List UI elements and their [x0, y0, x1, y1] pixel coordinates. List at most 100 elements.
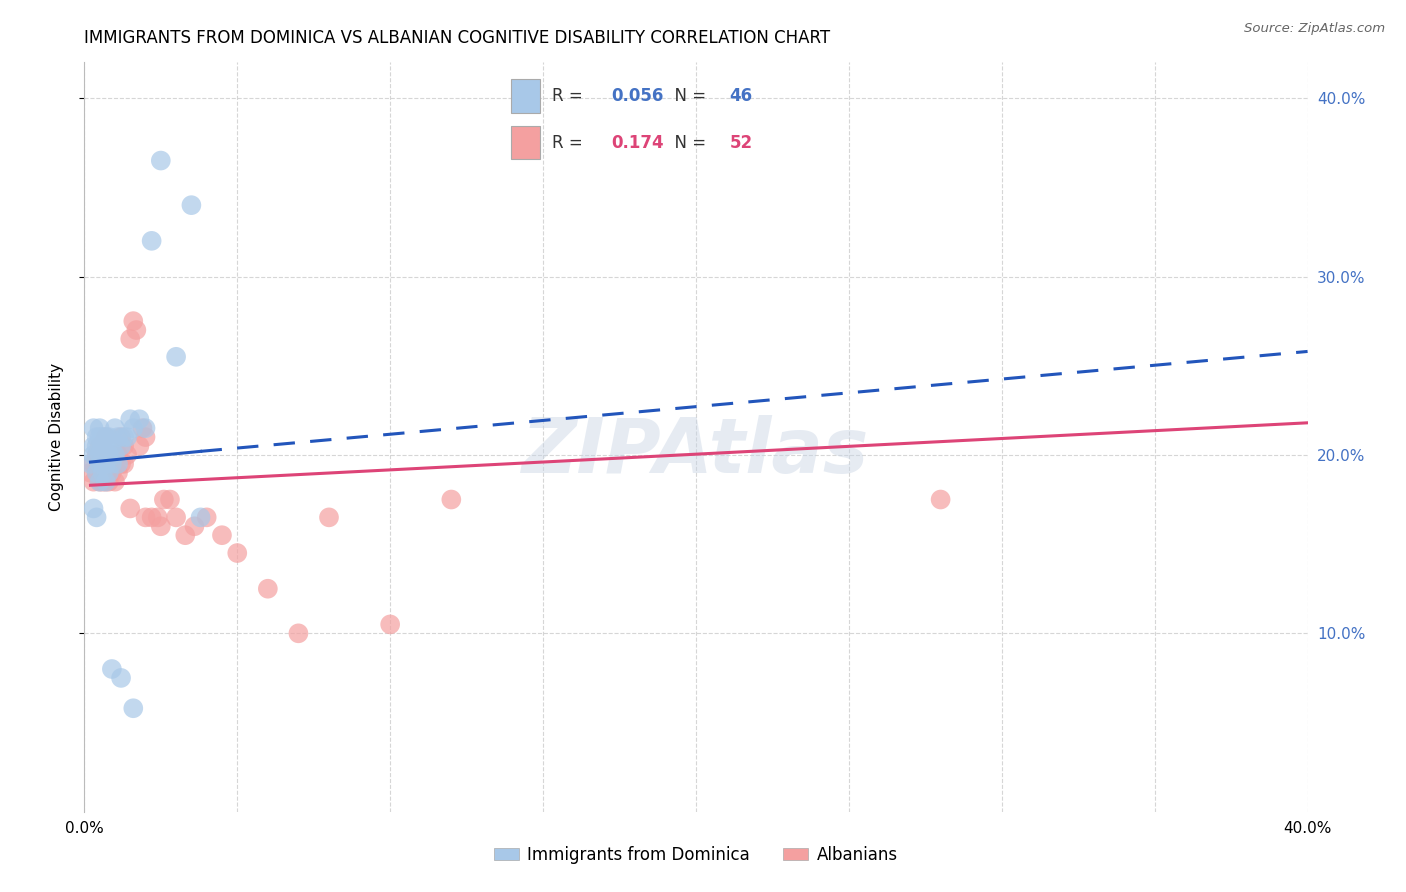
Point [97, 430, 120, 444]
Point [89, 475, 111, 489]
Point [104, 448, 127, 462]
Point [94, 475, 117, 489]
Point [211, 528, 233, 542]
Point [104, 475, 127, 489]
Legend: Immigrants from Dominica, Albanians: Immigrants from Dominica, Albanians [488, 839, 904, 871]
Point [120, 501, 142, 516]
Point [115, 430, 138, 444]
Point [141, 510, 163, 524]
Point [110, 430, 132, 444]
Point [79, 466, 101, 480]
Text: 0.174: 0.174 [612, 134, 664, 152]
Point [89, 439, 111, 453]
Point [86, 510, 108, 524]
Point [128, 439, 150, 453]
FancyBboxPatch shape [510, 79, 540, 113]
Point [79, 457, 101, 471]
Point [183, 519, 205, 533]
Point [91, 448, 114, 462]
Point [94, 430, 117, 444]
Point [257, 582, 280, 596]
Point [110, 457, 132, 471]
Point [107, 457, 129, 471]
Point [125, 323, 148, 337]
Point [165, 350, 187, 364]
Point [135, 430, 157, 444]
Point [91, 439, 114, 453]
Point [86, 448, 108, 462]
Text: N =: N = [665, 134, 711, 152]
Point [149, 153, 172, 168]
Point [97, 466, 120, 480]
Point [91, 475, 114, 489]
Point [97, 448, 120, 462]
Point [135, 510, 157, 524]
Point [101, 662, 124, 676]
Point [83, 421, 105, 435]
Point [110, 671, 132, 685]
Point [89, 421, 111, 435]
Point [86, 439, 108, 453]
Point [101, 439, 124, 453]
Point [149, 519, 172, 533]
Point [91, 466, 114, 480]
Point [122, 701, 145, 715]
Point [91, 430, 114, 444]
Text: 0.056: 0.056 [612, 87, 664, 105]
Point [89, 457, 111, 471]
Point [83, 439, 105, 453]
Point [101, 466, 124, 480]
Point [89, 448, 111, 462]
Point [440, 492, 463, 507]
Text: Source: ZipAtlas.com: Source: ZipAtlas.com [1244, 22, 1385, 36]
Point [94, 448, 117, 462]
Point [107, 448, 129, 462]
Point [287, 626, 309, 640]
Point [86, 466, 108, 480]
Point [115, 448, 138, 462]
Point [190, 510, 212, 524]
Point [94, 457, 117, 471]
Point [120, 412, 142, 426]
Text: R =: R = [553, 87, 593, 105]
FancyBboxPatch shape [510, 126, 540, 160]
Text: 46: 46 [730, 87, 752, 105]
Point [226, 546, 249, 560]
Text: N =: N = [665, 87, 711, 105]
Point [122, 314, 145, 328]
Point [159, 492, 181, 507]
Point [180, 198, 202, 212]
Point [94, 430, 117, 444]
Point [104, 448, 127, 462]
Point [83, 501, 105, 516]
Point [97, 448, 120, 462]
Point [122, 421, 145, 435]
Point [112, 457, 135, 471]
Point [153, 492, 176, 507]
Point [135, 421, 157, 435]
Point [174, 528, 197, 542]
Point [112, 430, 135, 444]
Y-axis label: Cognitive Disability: Cognitive Disability [49, 363, 63, 511]
Point [83, 457, 105, 471]
Point [195, 510, 218, 524]
Point [89, 430, 111, 444]
Point [89, 457, 111, 471]
Point [86, 430, 108, 444]
Point [380, 617, 402, 632]
Text: R =: R = [553, 134, 593, 152]
Point [89, 475, 111, 489]
Text: 52: 52 [730, 134, 752, 152]
Point [97, 475, 120, 489]
Point [128, 412, 150, 426]
Point [929, 492, 952, 507]
Point [131, 421, 153, 435]
Text: ZIPAtlas: ZIPAtlas [522, 415, 870, 489]
Point [101, 457, 124, 471]
Point [86, 466, 108, 480]
Point [318, 510, 340, 524]
Point [83, 475, 105, 489]
Point [94, 448, 117, 462]
Point [112, 439, 135, 453]
Point [107, 466, 129, 480]
